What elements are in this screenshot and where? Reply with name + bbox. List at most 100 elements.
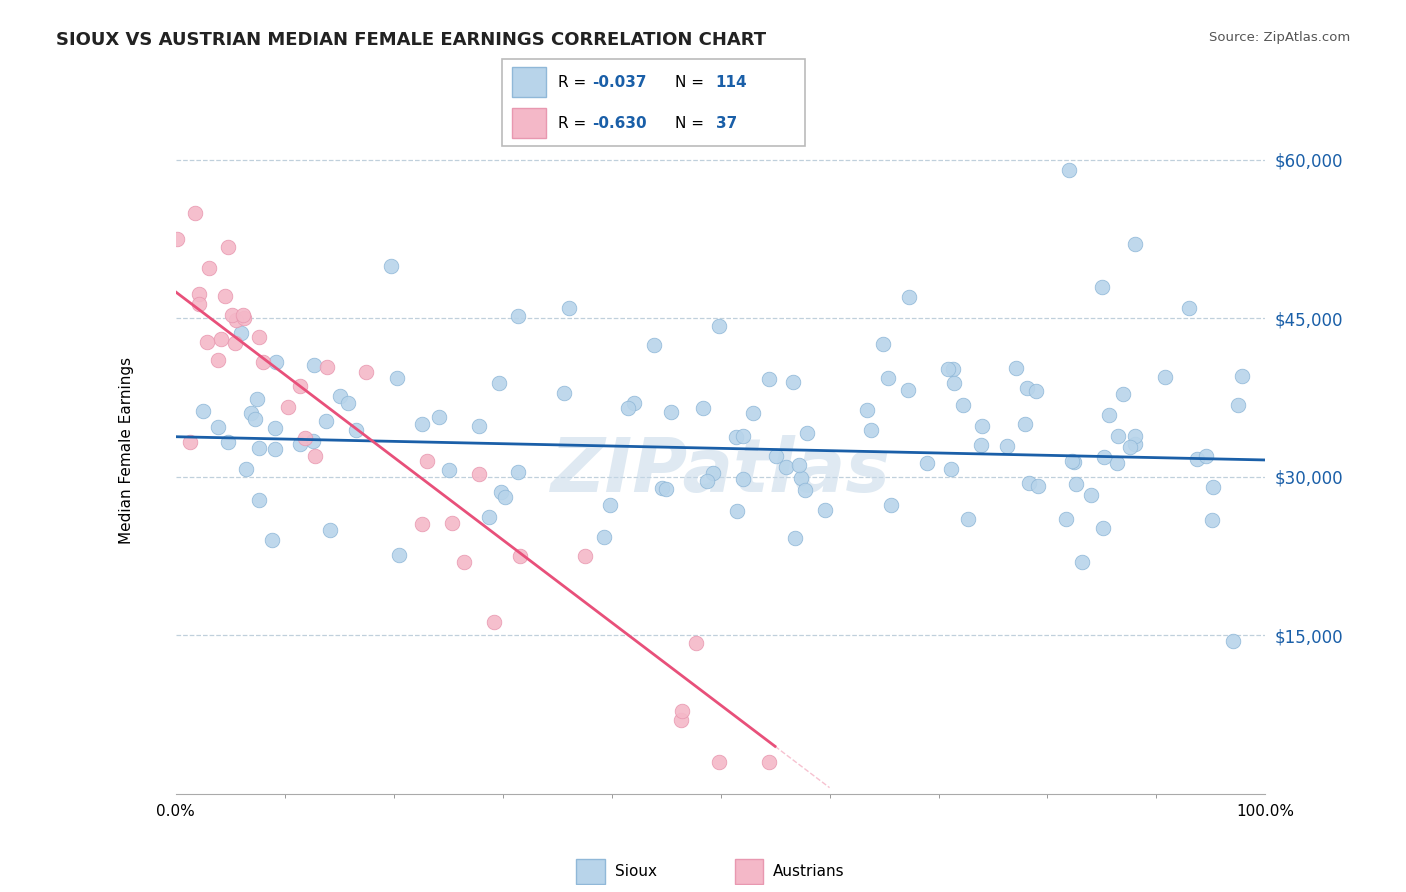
Point — [427, 409, 450, 424]
Point — [969, 438, 991, 452]
Point — [243, 412, 266, 426]
Point — [1059, 163, 1081, 178]
Point — [304, 449, 326, 463]
Point — [214, 289, 236, 303]
FancyBboxPatch shape — [512, 108, 546, 138]
Point — [859, 423, 882, 437]
Point — [939, 461, 962, 475]
Point — [288, 437, 311, 451]
Point — [623, 395, 645, 409]
Point — [731, 472, 754, 486]
Point — [221, 308, 243, 322]
Point — [796, 426, 818, 441]
Point — [1015, 381, 1038, 395]
FancyBboxPatch shape — [512, 67, 546, 97]
Point — [187, 297, 209, 311]
Point — [264, 355, 287, 369]
Text: -0.630: -0.630 — [592, 116, 647, 130]
Point — [411, 517, 433, 532]
Point — [1154, 370, 1177, 384]
Point — [508, 310, 530, 324]
Text: 114: 114 — [716, 75, 747, 89]
FancyBboxPatch shape — [502, 59, 806, 146]
Point — [264, 421, 287, 435]
Point — [814, 502, 837, 516]
Point — [574, 549, 596, 563]
Bar — [576, 860, 605, 883]
Point — [1092, 450, 1115, 464]
Point — [354, 366, 377, 380]
Point — [1201, 480, 1223, 494]
Point — [288, 378, 311, 392]
Point — [440, 516, 463, 530]
Point — [247, 330, 270, 344]
Point — [1226, 397, 1249, 411]
Point — [1091, 279, 1114, 293]
Point — [1105, 456, 1128, 470]
Point — [1098, 408, 1121, 422]
Point — [758, 755, 780, 769]
Point — [790, 470, 813, 484]
Point — [217, 435, 239, 450]
Point — [329, 389, 352, 403]
Point — [232, 308, 254, 322]
Point — [411, 417, 433, 432]
Point — [553, 386, 575, 401]
Point — [437, 463, 460, 477]
Point — [957, 512, 980, 526]
Text: ZIPatlas: ZIPatlas — [551, 434, 890, 508]
Point — [468, 419, 491, 434]
Point — [1092, 521, 1115, 535]
Point — [478, 509, 501, 524]
Point — [277, 401, 299, 415]
Point — [1062, 454, 1084, 468]
Point — [1026, 478, 1049, 492]
Point — [876, 370, 898, 384]
Point — [193, 404, 215, 418]
Point — [1112, 387, 1135, 401]
Point — [794, 483, 817, 497]
Point — [336, 395, 359, 409]
Text: R =: R = — [558, 116, 591, 130]
Text: SIOUX VS AUSTRIAN MEDIAN FEMALE EARNINGS CORRELATION CHART: SIOUX VS AUSTRIAN MEDIAN FEMALE EARNINGS… — [56, 31, 766, 49]
Point — [1025, 384, 1047, 399]
Text: 37: 37 — [716, 116, 737, 130]
Point — [685, 636, 707, 650]
Point — [1070, 555, 1092, 569]
Point — [302, 434, 325, 449]
Point — [494, 490, 516, 504]
Point — [879, 498, 901, 512]
Point — [782, 375, 804, 389]
Point — [1123, 437, 1146, 451]
Point — [209, 332, 232, 346]
Point — [936, 362, 959, 376]
Point — [696, 474, 718, 488]
Point — [166, 232, 188, 246]
Text: Austrians: Austrians — [773, 864, 845, 879]
Point — [1064, 476, 1087, 491]
Point — [671, 704, 693, 718]
Text: Sioux: Sioux — [616, 864, 657, 879]
Point — [344, 423, 367, 437]
Point — [508, 465, 530, 479]
Point — [942, 361, 965, 376]
Point — [1080, 488, 1102, 502]
Point — [207, 419, 229, 434]
Point — [725, 504, 748, 518]
Point — [224, 336, 246, 351]
Point — [669, 714, 692, 728]
Point — [898, 290, 921, 304]
Point — [1123, 429, 1146, 443]
Point — [643, 338, 665, 352]
Text: Median Female Earnings: Median Female Earnings — [120, 357, 134, 544]
Text: N =: N = — [675, 75, 709, 89]
Point — [725, 430, 748, 444]
Point — [972, 418, 994, 433]
Point — [651, 481, 673, 495]
Point — [1054, 512, 1077, 526]
Point — [316, 360, 339, 375]
Point — [488, 376, 510, 390]
Point — [184, 205, 207, 219]
Point — [995, 439, 1018, 453]
Point — [1005, 360, 1028, 375]
